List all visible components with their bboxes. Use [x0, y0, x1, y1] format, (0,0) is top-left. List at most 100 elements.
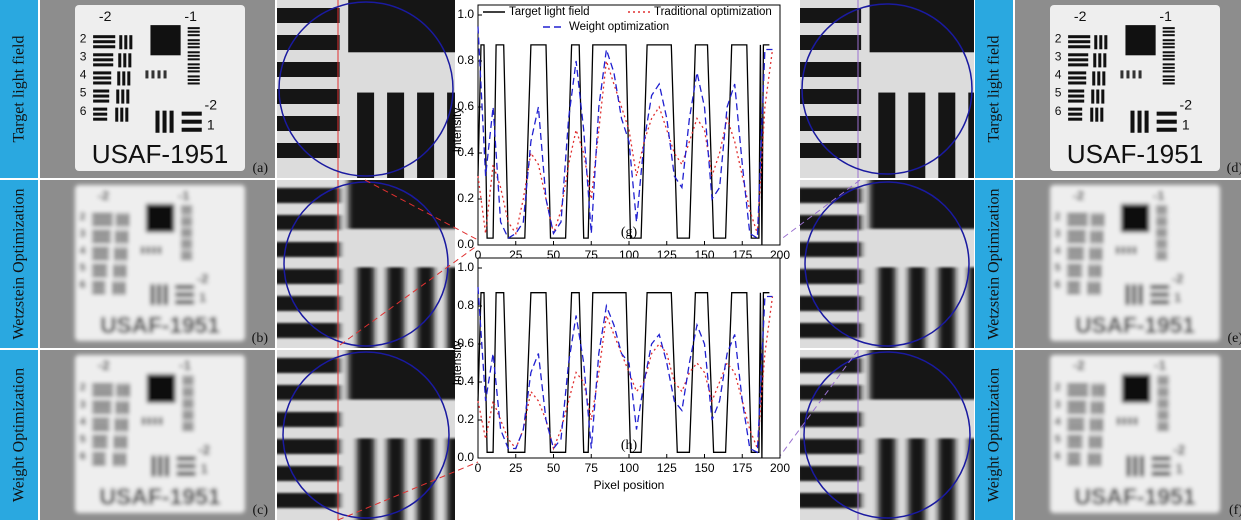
zoom-bar — [277, 269, 340, 284]
target-bar — [1094, 435, 1097, 449]
target-bar — [93, 89, 110, 93]
target-bar — [1151, 464, 1171, 468]
zoom-bar — [800, 215, 862, 230]
target-bar — [128, 53, 132, 68]
target-bar — [1098, 435, 1102, 449]
target-bar — [1117, 417, 1120, 425]
target-bar — [180, 220, 193, 223]
y-tick-label: 0.6 — [457, 336, 474, 350]
y-axis-label: Intensity — [450, 341, 464, 386]
series-line — [477, 292, 770, 459]
target-bar — [1090, 230, 1094, 244]
target-bar — [93, 63, 114, 67]
target-bar — [92, 218, 113, 221]
target-bar — [180, 243, 193, 246]
target-bar — [187, 39, 200, 42]
target-bar — [1150, 292, 1170, 297]
target-bar — [1157, 413, 1169, 416]
zoom-bar — [277, 323, 340, 338]
zoom-bar — [277, 412, 340, 427]
target-square — [150, 25, 181, 56]
target-bar — [1138, 284, 1143, 306]
target-bar — [1157, 425, 1169, 428]
zoom-bar — [277, 215, 340, 230]
target-bar — [123, 435, 127, 449]
target-bar — [1155, 209, 1168, 211]
target-bar — [153, 417, 157, 425]
panel-tag: (c) — [252, 503, 268, 518]
target-bar — [1094, 35, 1098, 50]
target-bar — [180, 251, 193, 254]
target-bar — [1068, 63, 1089, 67]
target-bar — [1137, 110, 1142, 133]
target-bar — [1067, 252, 1085, 255]
target-text: -1 — [1154, 358, 1166, 373]
connector — [364, 179, 479, 241]
target-bar — [1067, 269, 1083, 272]
series-line — [477, 26, 773, 240]
target-bar — [141, 246, 145, 255]
target-bar — [187, 34, 200, 37]
target-bar — [1067, 239, 1086, 243]
target-bar — [175, 285, 195, 289]
target-bar — [1067, 286, 1081, 289]
y-tick-label: 1.0 — [457, 260, 474, 274]
target-bar — [1090, 107, 1094, 122]
target-bar — [123, 264, 127, 278]
target-bar — [1155, 254, 1168, 257]
target-bar — [123, 53, 127, 68]
target-text: 5 — [79, 433, 86, 445]
target-bar — [1067, 273, 1083, 277]
target-text: 1 — [207, 116, 215, 132]
target-bar — [1068, 117, 1083, 121]
target-bar — [145, 70, 149, 79]
target-bar — [116, 400, 120, 415]
target-text: 4 — [79, 416, 86, 428]
target-bar — [122, 71, 126, 86]
target-text: 5 — [1054, 262, 1060, 274]
x-tick-label: 0 — [475, 248, 482, 262]
target-bar — [1126, 70, 1130, 79]
zoom-bar — [357, 438, 375, 520]
target-bar — [1067, 222, 1088, 226]
target-bar — [1068, 53, 1089, 57]
target-bar — [1104, 35, 1108, 50]
connector — [339, 244, 479, 346]
zoom-square — [348, 180, 455, 229]
target-bar — [1121, 246, 1125, 255]
target-bar — [1100, 400, 1104, 415]
target-bar — [1088, 264, 1092, 278]
target-bar — [1067, 393, 1089, 397]
target-text: 4 — [1054, 245, 1061, 257]
target-bar — [1100, 107, 1104, 122]
side-label: Weight Optimization — [986, 368, 1003, 502]
target-bar — [182, 405, 194, 408]
target-bar — [1157, 379, 1169, 382]
target-bar — [1067, 388, 1089, 392]
zoom-bar — [800, 358, 862, 373]
target-bar — [1095, 418, 1098, 432]
target-bar — [1096, 383, 1100, 398]
target-bar — [187, 75, 200, 78]
target-bar — [126, 383, 130, 398]
chart: 0.0 0.2 0.4 0.6 0.8 1.0 0 25 50 75 100 125 150 175 200… — [450, 257, 790, 492]
side-strip — [975, 180, 1013, 348]
target-bar — [146, 246, 150, 255]
target-bar — [187, 63, 200, 66]
target-bar — [92, 256, 110, 260]
x-tick-label: 0 — [475, 461, 482, 475]
zoom-panel — [277, 350, 455, 520]
target-bar — [1156, 127, 1177, 132]
target-bar — [151, 455, 156, 477]
target-bar — [1089, 435, 1093, 449]
target-bar — [126, 89, 130, 104]
x-axis-label: Pixel position — [594, 478, 665, 492]
target-bar — [180, 235, 193, 237]
target-bar — [92, 435, 108, 439]
zoom-bar — [417, 92, 435, 178]
x-tick-label: 100 — [619, 461, 639, 475]
target-bar — [1150, 300, 1170, 305]
target-bar — [127, 71, 131, 86]
target-bar — [1067, 256, 1085, 260]
target-bar — [159, 417, 163, 425]
